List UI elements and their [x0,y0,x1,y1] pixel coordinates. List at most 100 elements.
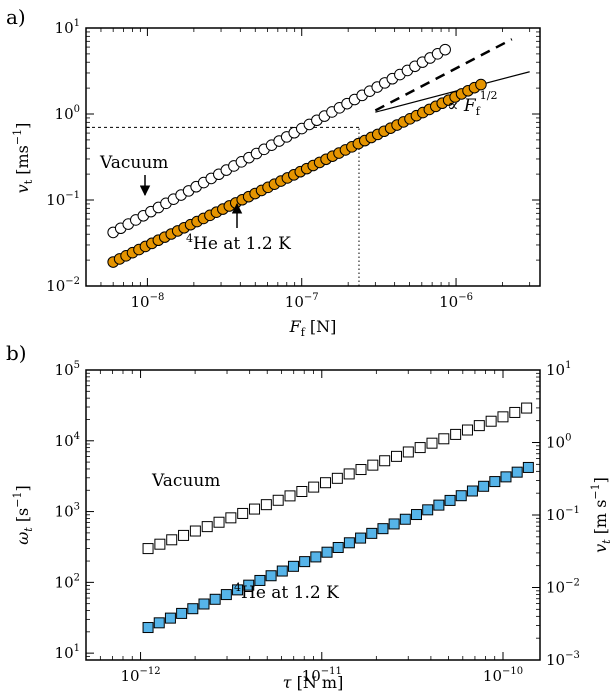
a-ytick-label-1: 10−1 [46,190,80,209]
vacuum-point-b-11 [272,494,284,506]
panel-a-series [107,43,487,268]
vacuum-point-b-6 [213,516,225,528]
helium-point-b-16 [321,546,333,558]
b-ytick-label-0: 101 [55,643,80,662]
vacuum-point-b-30 [497,411,509,423]
helium-point-b-29 [466,485,478,497]
helium-point-b-17 [332,541,344,553]
helium-point-b-22 [388,518,400,530]
b-ytick-right-label-1: 10−2 [546,578,580,597]
panel-b-xlabel: τ [N m] [283,673,344,692]
helium-point-b-24 [411,509,423,521]
panel-a-label: a) [6,5,26,29]
vacuum-point-b-31 [509,406,521,418]
helium-point-b-13 [287,560,299,572]
helium-point-b-23 [399,513,411,525]
helium-point-b-32 [500,471,512,483]
panel-b: b) 10−12 10−11 10−1010110210310410510−310−… [6,341,613,692]
a-xtick-label-2: 10−6 [439,292,473,311]
b-ytick-right-label-4: 101 [546,360,571,379]
a-ytick-label-2: 100 [55,104,80,123]
vacuum-point-b-18 [355,464,367,476]
vacuum-point-b-23 [414,442,426,454]
annotation-proportional: ∝ Ff1/2 [447,89,498,118]
vacuum-point-b-0 [142,543,154,555]
helium-point-b-11 [265,570,277,582]
vacuum-point-b-28 [473,420,485,432]
panel-a-xlabel: Ff [N] [289,317,337,339]
b-ytick-label-4: 105 [55,360,80,379]
panel-a-frame [85,27,541,287]
a-ytick-label-3: 101 [55,18,80,37]
panel-a-ticks: 10−8 10−7 10−6 10−2 10−1 100 101 [46,18,540,311]
helium-point-b-5 [198,598,210,610]
vacuum-point-b-1 [154,538,166,550]
a-xtick-label-1: 10−7 [285,292,319,311]
helium-point-b-0 [142,622,154,634]
annotation-he-b: 4He at 1.2 K [234,581,339,603]
panel-b-frame [85,369,541,661]
vacuum-point-b-8 [237,507,249,519]
vacuum-point-b-26 [450,428,462,440]
helium-point-b-31 [489,476,501,488]
svg-text:ωt [s−1]: ωt [s−1] [11,485,35,544]
svg-text:Ff [N]: Ff [N] [289,317,337,339]
panel-b-ylabel: ωt [s−1] [11,485,35,544]
panel-a-ylabel: vt [ms−1] [11,123,35,194]
a-ytick-label-0: 10−2 [46,276,80,295]
helium-point-b-21 [377,523,389,535]
vacuum-point-b-9 [249,503,261,515]
helium-point-b-27 [444,494,456,506]
vacuum-point-b-27 [461,424,473,436]
helium-point-b-33 [511,466,523,478]
guide-dashed-slope [374,38,513,112]
vacuum-point-b-21 [390,450,402,462]
b-xtick-label-1: 10−11 [302,666,342,685]
vacuum-point-b-2 [166,534,178,546]
vacuum-point-b-3 [178,529,190,541]
helium-point-b-3 [176,607,188,619]
panel-b-series [142,402,534,634]
b-ytick-label-2: 103 [55,502,80,521]
helium-point-a-57 [475,78,487,91]
helium-point-b-9 [243,579,255,591]
helium-point-b-7 [220,589,232,601]
helium-point-b-2 [164,612,176,624]
annotation-vacuum-a: Vacuum [99,153,168,173]
b-series-helium [142,461,534,634]
vacuum-point-b-12 [284,490,296,502]
helium-point-b-15 [310,551,322,563]
a-series-vacuum [107,43,451,239]
vacuum-point-a-44 [439,43,451,56]
helium-point-b-28 [455,490,467,502]
a-series-helium [107,78,487,268]
annotation-he-a: 4He at 1.2 K [186,232,291,254]
helium-point-b-25 [422,504,434,516]
panel-b-ticks: 10−12 10−11 10−10 101 102 103 104 105 10−3 10−2 10… [55,360,580,685]
vacuum-point-b-19 [367,459,379,471]
panel-b-label: b) [6,341,27,365]
vacuum-point-b-10 [260,499,272,511]
helium-point-b-12 [276,565,288,577]
vacuum-point-b-14 [308,481,320,493]
vacuum-point-b-13 [296,485,308,497]
svg-text:vt [m s−1]: vt [m s−1] [589,477,613,553]
annotation-vacuum-b: Vacuum [151,471,220,491]
vacuum-point-b-22 [402,446,414,458]
vacuum-point-b-32 [521,402,533,414]
svg-text:vt [ms−1]: vt [ms−1] [11,123,35,194]
helium-point-b-34 [522,461,534,473]
b-ytick-label-3: 104 [55,431,80,450]
helium-point-b-6 [209,593,221,605]
helium-point-b-26 [433,499,445,511]
b-ytick-right-label-0: 10−3 [546,650,580,669]
vacuum-point-b-17 [343,468,355,480]
helium-point-b-20 [366,527,378,539]
vacuum-point-b-15 [320,477,332,489]
vacuum-point-b-5 [201,521,213,533]
vacuum-point-b-7 [225,512,237,524]
a-xtick-label-0: 10−8 [130,292,164,311]
vacuum-point-b-24 [426,437,438,449]
b-ytick-right-label-3: 100 [546,433,571,452]
